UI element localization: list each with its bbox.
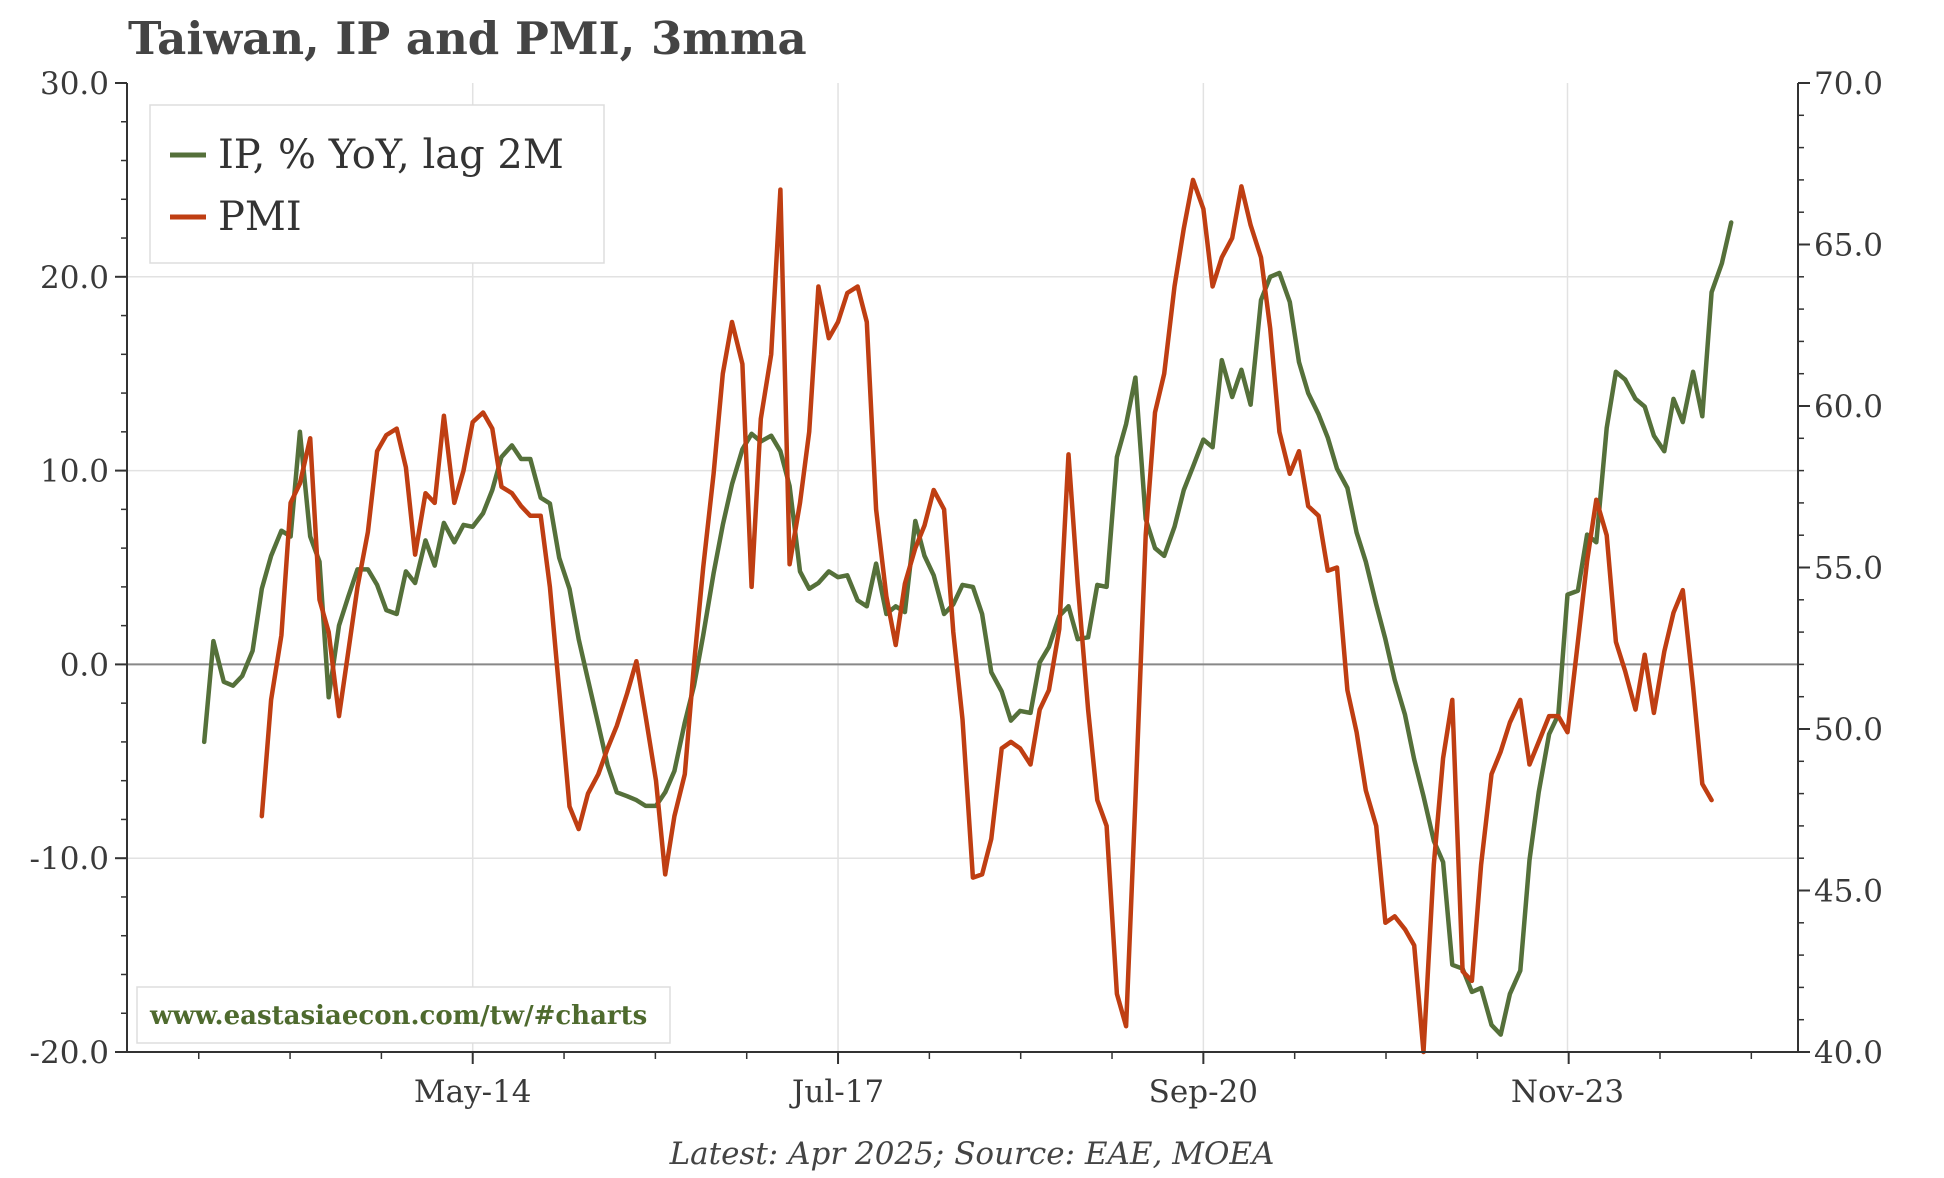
y-right-tick-label: 60.0 <box>1814 389 1883 425</box>
x-tick-label: May-14 <box>414 1074 532 1110</box>
y-right-tick-label: 65.0 <box>1814 228 1883 264</box>
series-line-pmi <box>259 177 1714 1055</box>
watermark-box <box>136 986 671 1044</box>
source-note: Latest: Apr 2025; Source: EAE, MOEA <box>669 1136 1275 1172</box>
y-left-tick-label: 0.0 <box>60 647 109 683</box>
legend-box <box>149 104 605 264</box>
series-lines <box>201 177 1734 1055</box>
watermark-text: www.eastasiaecon.com/tw/#charts <box>149 1001 647 1031</box>
y-right-tick-label: 45.0 <box>1814 874 1883 910</box>
y-left-tick-label: -20.0 <box>30 1035 110 1071</box>
x-tick-label: Sep-20 <box>1149 1074 1258 1110</box>
legend-label-pmi: PMI <box>218 194 302 240</box>
y-right-tick-label: 55.0 <box>1814 551 1883 587</box>
x-tick-label: Jul-17 <box>789 1074 884 1110</box>
axes: 30.0 20.0 10.0 0.0 -10.0 -20.0 70.0 65.0 60.0 55.… <box>30 66 1884 1110</box>
y-left-tick-label: -10.0 <box>30 841 110 877</box>
x-tick-label: Nov-23 <box>1511 1074 1624 1110</box>
legend-label-ip: IP, % YoY, lag 2M <box>218 132 564 178</box>
y-left-tick-label: 30.0 <box>40 66 109 102</box>
y-left-tick-label: 10.0 <box>40 454 109 490</box>
y-right-tick-label: 40.0 <box>1814 1035 1883 1071</box>
legend: IP, % YoY, lag 2M PMI <box>149 104 605 264</box>
chart-title: Taiwan, IP and PMI, 3mma <box>128 12 807 65</box>
y-right-tick-label: 50.0 <box>1814 712 1883 748</box>
y-right-tick-label: 70.0 <box>1814 66 1883 102</box>
watermark: www.eastasiaecon.com/tw/#charts <box>136 986 671 1044</box>
y-left-tick-label: 20.0 <box>40 260 109 296</box>
series-line-ip <box>201 220 1734 1037</box>
